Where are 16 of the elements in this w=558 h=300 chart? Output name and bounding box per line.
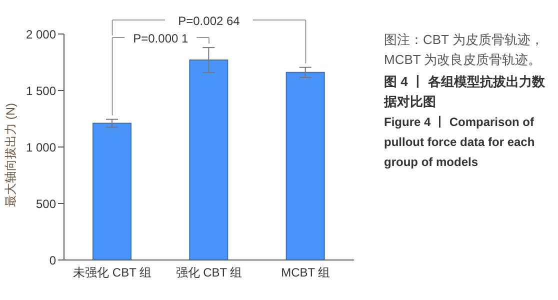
text: 图 4 丨 各组模型抗拔出力数据对比图 [384, 73, 546, 111]
y-tick-label: 2 000 [26, 27, 56, 42]
bar [286, 72, 325, 260]
text: 图注：CBT 为皮质骨轨迹，MCBT 为改良皮质骨轨迹。 [384, 31, 544, 69]
text: P=0.002 64 [178, 14, 240, 28]
annotation: P=0.000 1 [133, 32, 189, 46]
x-tick-label: 强化 CBT 组 [176, 266, 242, 280]
y-tick-label: 1 000 [26, 140, 56, 154]
x-tick-label: 未强化 CBT 组 [73, 266, 152, 280]
y-tick-label: 0 [49, 253, 56, 268]
x-tick-label: MCBT 组 [281, 266, 330, 280]
y-tick-label: 500 [36, 196, 56, 211]
y-tick-label: 1 500 [26, 84, 56, 98]
y-axis-title: 最大轴向拔出力 (N) [3, 103, 18, 207]
text: Figure 4 丨 Comparison of pullout force data for each group of models [384, 114, 536, 171]
bar [92, 122, 132, 260]
